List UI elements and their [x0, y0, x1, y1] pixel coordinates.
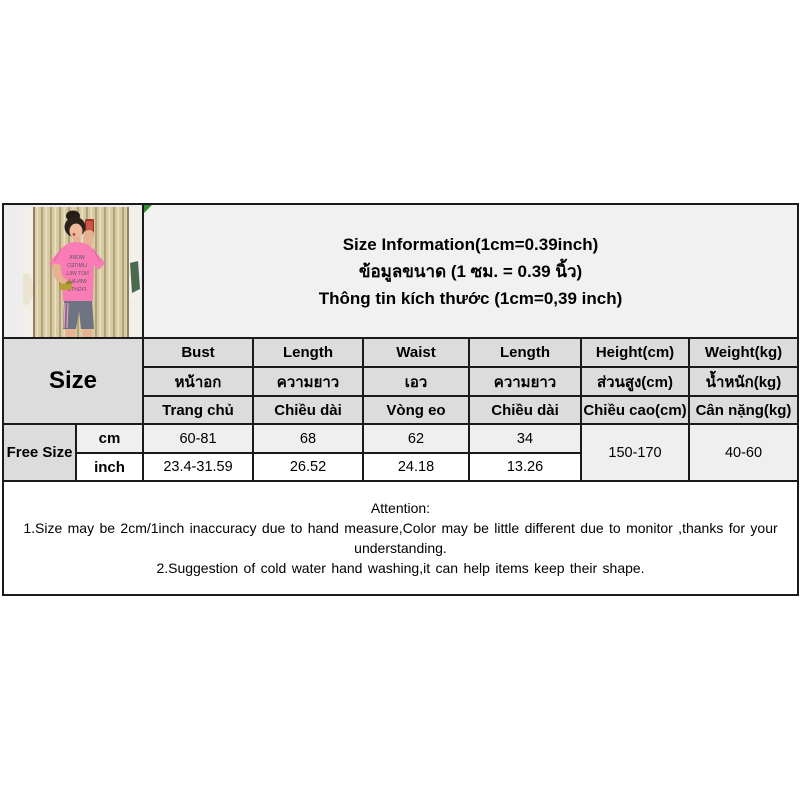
col-header-vi-waist: Vòng eo	[362, 395, 470, 425]
value-cm-waist: 62	[362, 423, 470, 454]
value-inch-waist: 24.18	[362, 452, 470, 482]
value-inch-length2: 13.26	[468, 452, 582, 482]
unit-label-cm: cm	[75, 423, 144, 454]
col-header-th-length2: ความยาว	[468, 366, 582, 397]
value-cm-length2: 34	[468, 423, 582, 454]
unit-label-inch: inch	[75, 452, 144, 482]
svg-text:WIN ALL: WIN ALL	[67, 279, 87, 285]
value-inch-length: 26.52	[252, 452, 364, 482]
col-header-en-weight: Weight(kg)	[688, 337, 799, 368]
gray-shorts	[63, 301, 94, 329]
attention-cell: Attention: 1.Size may be 2cm/1inch inacc…	[2, 480, 799, 596]
svg-text:NOT WILL: NOT WILL	[65, 271, 89, 277]
value-height-range: 150-170	[580, 423, 690, 482]
col-header-vi-weight: Cân nặng(kg)	[688, 395, 799, 425]
value-weight-range: 40-60	[688, 423, 799, 482]
svg-text:LIMITED: LIMITED	[67, 263, 87, 269]
col-header-vi-height: Chiều cao(cm)	[580, 395, 690, 425]
photo-frame: WORK LIMITED NOT WILL WIN ALL FIGHTS	[5, 206, 141, 336]
value-cm-length: 68	[252, 423, 364, 454]
svg-text:WORK: WORK	[69, 255, 85, 261]
attention-note-2: 2.Suggestion of cold water hand washing,…	[156, 560, 645, 576]
value-inch-bust: 23.4-31.59	[142, 452, 254, 482]
col-header-en-length2: Length	[468, 337, 582, 368]
svg-text:FIGHTS: FIGHTS	[67, 287, 86, 293]
col-header-en-bust: Bust	[142, 337, 254, 368]
col-header-th-height: ส่วนสูง(cm)	[580, 366, 690, 397]
attention-heading: Attention:	[370, 500, 431, 516]
title-vi: Thông tin kích thước (1cm=0,39 inch)	[318, 288, 623, 308]
row-label-free-size: Free Size	[2, 423, 77, 482]
title-cell: Size Information(1cm=0.39inch) ข้อมูลขนา…	[142, 203, 799, 339]
model-figure: WORK LIMITED NOT WILL WIN ALL FIGHTS	[49, 210, 105, 336]
left-garment	[19, 273, 33, 305]
title-en: Size Information(1cm=0.39inch)	[342, 234, 599, 254]
size-table: WORK LIMITED NOT WILL WIN ALL FIGHTS	[2, 203, 799, 596]
col-header-vi-bust: Trang chủ	[142, 395, 254, 425]
model-photo: WORK LIMITED NOT WILL WIN ALL FIGHTS	[19, 207, 140, 336]
col-header-en-waist: Waist	[362, 337, 470, 368]
size-corner-cell: Size	[2, 337, 144, 425]
value-cm-bust: 60-81	[142, 423, 254, 454]
col-header-th-length: ความยาว	[252, 366, 364, 397]
col-header-en-length: Length	[252, 337, 364, 368]
col-header-th-waist: เอว	[362, 366, 470, 397]
shirt-text: WORK LIMITED NOT WILL WIN ALL FIGHTS	[65, 255, 89, 293]
attention-note-1: 1.Size may be 2cm/1inch inaccuracy due t…	[23, 520, 778, 556]
product-photo-cell: WORK LIMITED NOT WILL WIN ALL FIGHTS	[2, 203, 144, 339]
col-header-vi-length2: Chiều dài	[468, 395, 582, 425]
col-header-en-height: Height(cm)	[580, 337, 690, 368]
col-header-th-weight: น้ำหนัก(kg)	[688, 366, 799, 397]
face	[69, 223, 83, 239]
title-th: ข้อมูลขนาด (1 ซม. = 0.39 นิ้ว)	[358, 261, 583, 281]
col-header-vi-length: Chiều dài	[252, 395, 364, 425]
col-header-th-bust: หน้าอก	[142, 366, 254, 397]
green-corner-marker-icon	[145, 206, 152, 213]
